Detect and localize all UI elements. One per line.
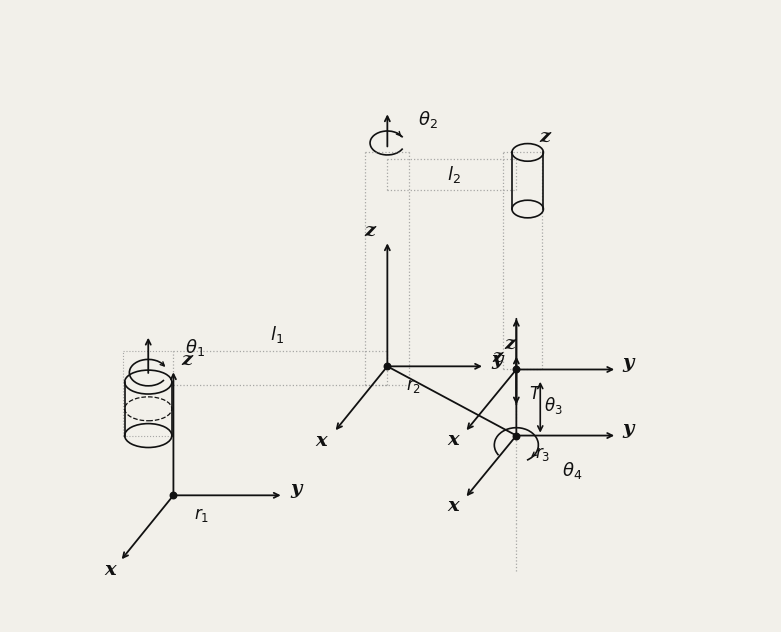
Text: $l_1$: $l_1$: [270, 324, 284, 345]
Text: x: x: [448, 431, 459, 449]
Text: x: x: [448, 497, 459, 515]
Text: y: y: [622, 420, 634, 438]
Text: $\theta_2$: $\theta_2$: [419, 109, 438, 130]
Text: z: z: [364, 222, 376, 240]
Point: [510, 365, 522, 375]
Text: z: z: [492, 348, 503, 366]
Point: [510, 430, 522, 441]
Point: [381, 362, 394, 372]
Text: $r_2$: $r_2$: [406, 377, 421, 396]
Text: z: z: [505, 336, 515, 353]
Text: y: y: [291, 480, 301, 498]
Text: $\theta_1$: $\theta_1$: [186, 337, 205, 358]
Text: z: z: [182, 351, 193, 369]
Text: $r_1$: $r_1$: [194, 506, 209, 525]
Text: y: y: [622, 354, 634, 372]
Text: $T$: $T$: [529, 386, 542, 403]
Text: x: x: [316, 432, 327, 449]
Text: $r_3$: $r_3$: [535, 446, 551, 463]
Text: $\theta_4$: $\theta_4$: [562, 459, 582, 481]
Text: x: x: [105, 561, 116, 578]
Text: $\theta_3$: $\theta_3$: [544, 395, 562, 416]
Text: y: y: [492, 351, 503, 369]
Text: $l_2$: $l_2$: [447, 164, 460, 185]
Point: [167, 490, 180, 501]
Text: z: z: [540, 128, 551, 145]
